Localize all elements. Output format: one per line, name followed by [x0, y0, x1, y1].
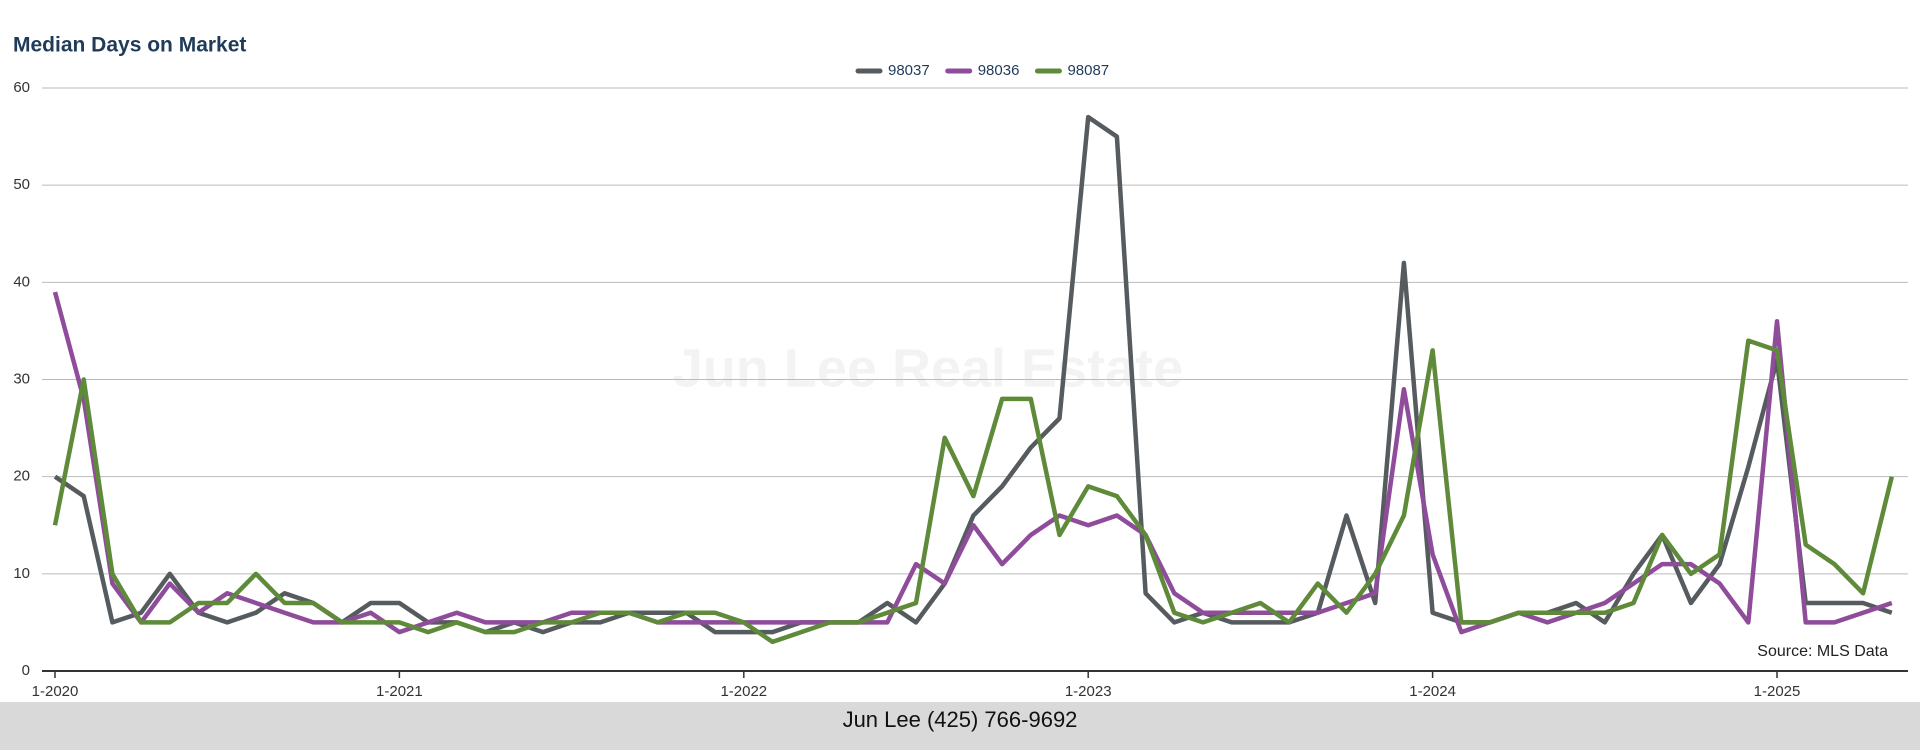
- chart-title: Median Days on Market: [13, 34, 246, 57]
- legend-label: 98087: [1067, 62, 1109, 79]
- x-tick-label: 1-2021: [376, 683, 423, 700]
- y-tick-label: 10: [13, 565, 30, 582]
- x-tick-label: 1-2023: [1065, 683, 1112, 700]
- legend-label: 98037: [888, 62, 930, 79]
- x-tick-label: 1-2020: [32, 683, 79, 700]
- series-line: [52, 291, 1893, 635]
- series-line: [52, 338, 1894, 645]
- footer-band: [0, 702, 1920, 750]
- y-tick-label: 40: [13, 273, 30, 290]
- y-tick-label: 50: [13, 176, 30, 193]
- footer-text: Jun Lee (425) 766-9692: [843, 707, 1078, 732]
- y-tick-label: 30: [13, 370, 30, 387]
- source-note: Source: MLS Data: [1757, 643, 1888, 660]
- x-tick-label: 1-2024: [1409, 683, 1456, 700]
- y-tick-label: 0: [22, 662, 30, 679]
- y-tick-label: 60: [13, 79, 30, 96]
- watermark: Jun Lee Real Estate: [673, 338, 1183, 398]
- legend-label: 98036: [978, 62, 1020, 79]
- y-tick-label: 20: [13, 468, 30, 485]
- x-tick-label: 1-2025: [1754, 683, 1801, 700]
- x-tick-label: 1-2022: [720, 683, 767, 700]
